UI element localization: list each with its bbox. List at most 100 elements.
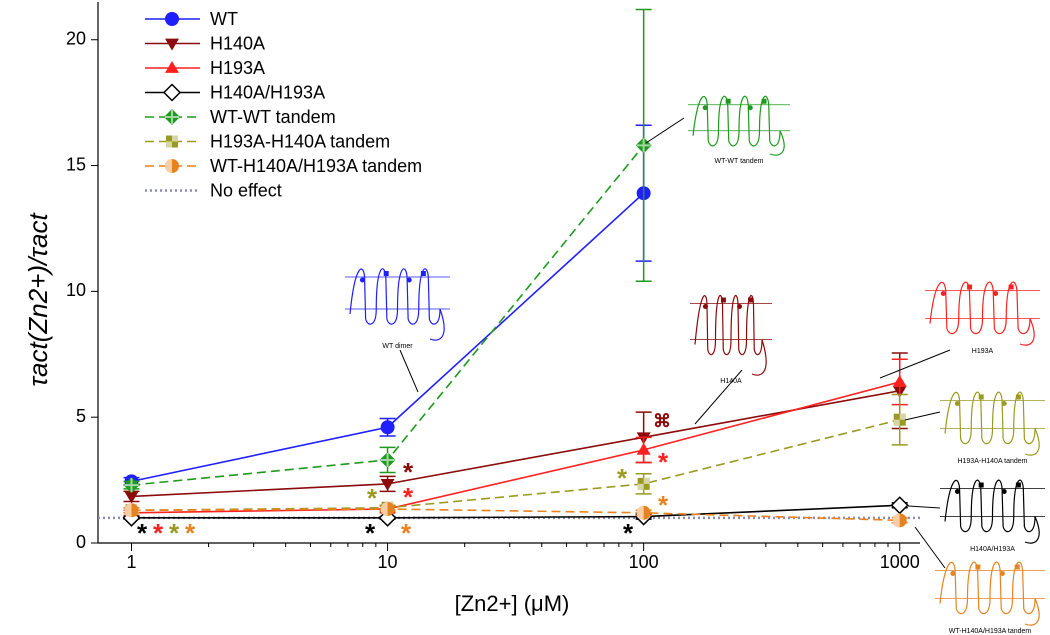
inset: H140A [690,294,772,385]
marker-detail [165,159,172,173]
inset-label: H193A [972,348,994,355]
annotation: * [153,518,164,548]
marker-detail [643,477,650,484]
site [747,105,753,111]
marker-detail [124,478,139,493]
legend-marker [165,61,179,73]
site [737,304,743,309]
annotation: * [623,518,634,548]
inset-label: WT-H140A/H193A tandem [949,628,1032,635]
x-tick-label: 10 [378,552,398,572]
legend-marker [166,135,178,148]
legend-marker [165,159,179,173]
inset-label: WT-WT tandem [715,158,764,165]
x-tick-label: 100 [629,552,659,572]
marker-shape [380,478,395,491]
annotation: * [367,483,378,513]
legend-label: H140A [210,33,265,53]
marker-detail [165,110,179,124]
legend-marker [165,38,179,51]
annotation: * [137,518,148,548]
site [1008,284,1014,290]
series-line [131,418,900,512]
site [720,297,726,303]
marker [892,513,907,528]
site [359,277,365,283]
site [1001,489,1007,494]
site [975,564,981,570]
series-line [131,508,900,522]
marker-detail [380,452,395,467]
annotation: * [169,518,180,548]
y-axis-label: τact(Zn2+)/τact [23,212,53,387]
y-tick-label: 20 [66,28,86,48]
inset-pointer [645,117,685,144]
marker [893,413,906,426]
inset-label: H140A/H193A [970,546,1015,553]
site [383,271,389,276]
channel-topology [692,95,785,156]
site [1015,394,1021,400]
legend-label: WT [210,9,238,29]
site [950,571,956,576]
annotation: * [658,447,669,477]
site [420,271,426,276]
channel-topology [349,268,445,341]
marker-detail [893,419,900,426]
marker-shape [165,12,179,26]
y-tick-label: 10 [66,280,86,300]
x-tick-label: 1000 [880,552,920,572]
channel-topology [944,479,1040,544]
site [978,394,984,400]
legend-label: H193A [210,58,265,78]
site [406,277,412,283]
site [1001,401,1007,406]
x-tick-label: 1 [126,552,136,572]
channel-topology [929,281,1035,346]
inset-pointer [914,526,946,569]
marker-shape [380,420,395,435]
marker-detail [637,483,644,490]
site [999,571,1005,576]
x-axis-label: [Zn2+] (μM) [455,591,570,616]
annotation: * [401,518,412,548]
marker [890,496,909,515]
marker-detail [636,138,651,153]
inset-pointer [907,505,941,509]
annotation: * [658,490,669,520]
marker [636,442,651,455]
site [940,291,946,296]
marker-shape [636,442,651,455]
y-tick-label: 0 [76,532,86,552]
marker-shape [162,83,182,102]
channel-topology [939,561,1040,626]
marker-detail [899,413,906,420]
site [748,297,754,303]
marker-detail [124,503,132,518]
legend: WT H140A H193A H140A/H193A WT-WT tandem H193A… [145,9,422,200]
marker [123,477,140,494]
marker [637,477,650,490]
inset-pointer [879,349,951,379]
marker [380,420,395,435]
inset: H140A/H193A [940,479,1045,553]
site [978,482,984,488]
inset: WT-H140A/H193A tandem [935,561,1045,635]
inset-label: H140A [720,378,742,385]
legend-marker [165,12,179,26]
site [1015,482,1021,488]
site [993,291,999,296]
site [954,401,960,406]
marker-shape [124,491,139,504]
site [725,98,731,104]
site [702,304,708,309]
marker-shape [165,38,179,51]
inset: WT-WT tandem [688,95,790,165]
legend-marker [164,109,180,125]
annotation: ⌘ [653,411,671,431]
channel-topology [694,294,767,376]
series-line [131,389,900,498]
marker [379,451,396,468]
inset: WT dimer [345,268,450,350]
